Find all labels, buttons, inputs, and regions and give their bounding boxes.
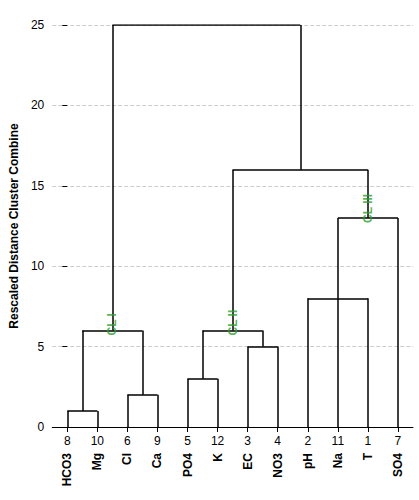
svg-text:CL III: CL III <box>361 194 375 223</box>
svg-text:pH: pH <box>301 453 315 469</box>
svg-text:8: 8 <box>64 434 71 448</box>
svg-text:25: 25 <box>31 18 45 32</box>
svg-text:20: 20 <box>31 98 45 112</box>
svg-text:Mg: Mg <box>90 453 104 470</box>
svg-text:Ca: Ca <box>150 453 164 469</box>
svg-text:CL I: CL I <box>105 313 119 335</box>
svg-text:CL II: CL II <box>226 310 240 336</box>
svg-text:Cl: Cl <box>120 453 134 465</box>
svg-text:1: 1 <box>365 434 372 448</box>
svg-text:5: 5 <box>38 340 45 354</box>
svg-text:3: 3 <box>244 434 251 448</box>
svg-text:5: 5 <box>184 434 191 448</box>
svg-text:NO3: NO3 <box>271 453 285 478</box>
svg-text:10: 10 <box>31 259 45 273</box>
svg-text:12: 12 <box>211 434 225 448</box>
svg-text:SO4: SO4 <box>391 453 405 477</box>
svg-text:HCO3: HCO3 <box>60 453 74 487</box>
svg-text:T: T <box>361 452 375 460</box>
svg-text:15: 15 <box>31 179 45 193</box>
svg-text:4: 4 <box>274 434 281 448</box>
svg-text:EC: EC <box>241 453 255 470</box>
svg-text:Rescaled Distance Cluster Comb: Rescaled Distance Cluster Combine <box>7 123 21 329</box>
svg-text:PO4: PO4 <box>181 453 195 477</box>
svg-text:K: K <box>211 453 225 462</box>
svg-text:2: 2 <box>304 434 311 448</box>
svg-text:11: 11 <box>332 434 345 448</box>
svg-text:9: 9 <box>154 434 161 448</box>
svg-text:0: 0 <box>38 420 45 434</box>
svg-text:6: 6 <box>124 434 131 448</box>
svg-text:Na: Na <box>331 453 345 469</box>
svg-text:10: 10 <box>91 434 105 448</box>
svg-text:7: 7 <box>395 434 402 448</box>
